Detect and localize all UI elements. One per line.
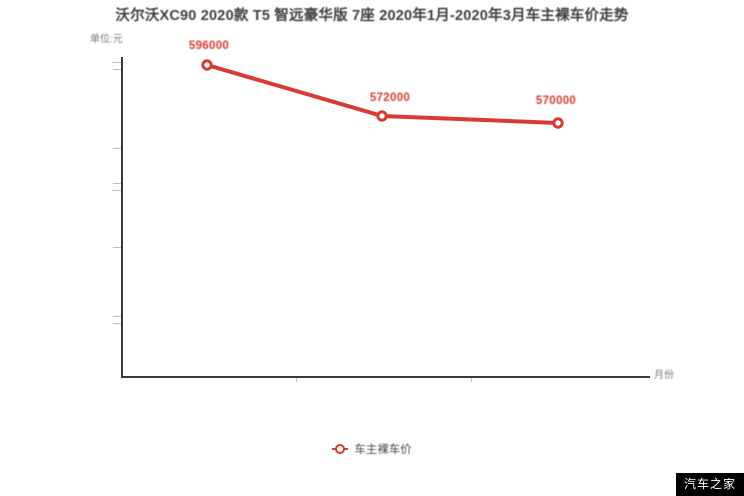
legend-marker-icon xyxy=(332,441,349,457)
x-axis-tick xyxy=(296,378,297,382)
data-point-marker xyxy=(201,59,213,71)
x-axis-line xyxy=(121,376,650,378)
y-axis-line xyxy=(121,57,123,378)
y-axis-tick xyxy=(113,190,121,191)
y-axis-unit-label: 单位:元 xyxy=(90,34,123,45)
y-axis-tick xyxy=(113,247,121,248)
watermark-autohome: 汽车之家 xyxy=(675,473,744,496)
data-point-marker xyxy=(376,110,388,122)
legend-item-label: 车主裸车价 xyxy=(354,444,412,456)
y-axis-tick xyxy=(113,69,121,70)
data-point-label: 572000 xyxy=(369,92,411,104)
page-title: 沃尔沃XC90 2020款 T5 智远豪华版 7座 2020年1月-2020年3… xyxy=(115,8,629,24)
y-axis-tick xyxy=(113,316,121,317)
y-axis-tick xyxy=(113,62,121,63)
data-point-label: 570000 xyxy=(535,95,577,107)
y-axis-tick xyxy=(113,183,121,184)
data-point-label: 596000 xyxy=(188,40,230,52)
x-axis-label: 月份 xyxy=(654,370,674,381)
x-axis-tick xyxy=(471,378,472,382)
y-axis-tick xyxy=(113,148,121,149)
legend: 车主裸车价 xyxy=(0,441,744,457)
data-point-marker xyxy=(552,117,564,129)
y-axis-tick xyxy=(113,323,121,324)
